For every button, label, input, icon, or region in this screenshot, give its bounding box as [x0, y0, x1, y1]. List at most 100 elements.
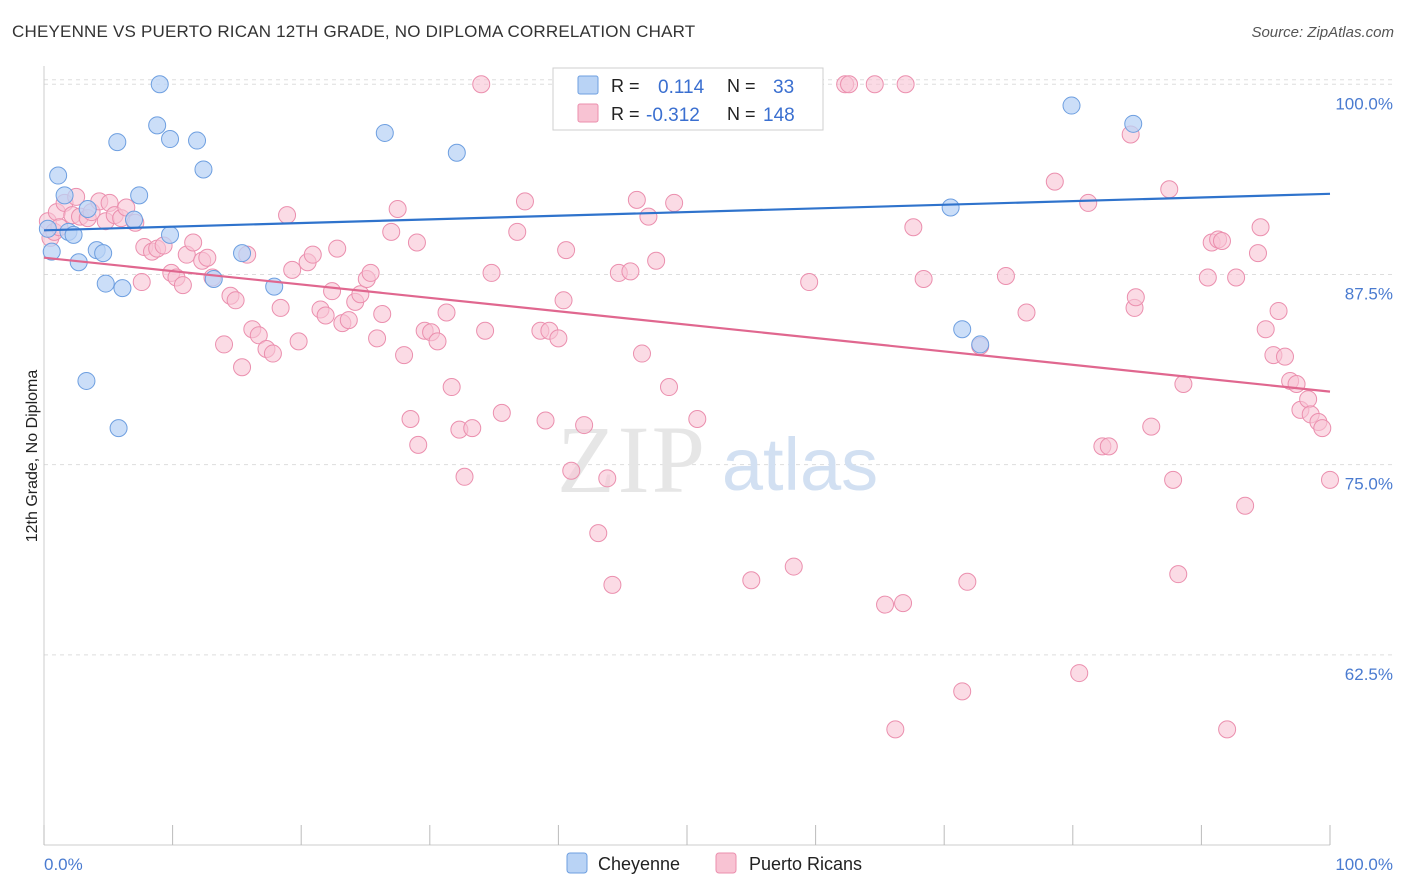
- x-tick-label-max: 100.0%: [1335, 855, 1393, 874]
- cheyenne-point: [108, 133, 127, 152]
- puerto-ricans-point: [198, 248, 217, 267]
- puerto-ricans-point: [627, 190, 646, 209]
- puerto-ricans-point: [395, 346, 414, 365]
- puerto-ricans-point: [515, 192, 534, 211]
- watermark: ZIP atlas: [557, 406, 878, 513]
- puerto-ricans-point: [283, 260, 302, 279]
- legend-n-value-1: 33: [773, 77, 794, 98]
- puerto-ricans-point: [368, 329, 387, 348]
- cheyenne-point: [109, 419, 128, 438]
- cheyenne-point: [125, 210, 144, 229]
- puerto-ricans-point: [508, 222, 527, 241]
- legend-r-label-1: R =: [611, 76, 640, 96]
- puerto-ricans-point: [647, 251, 666, 270]
- puerto-ricans-point: [132, 273, 151, 292]
- y-tick-label: 100.0%: [1335, 94, 1393, 113]
- puerto-ricans-point: [373, 305, 392, 324]
- puerto-ricans-point: [1017, 303, 1036, 322]
- puerto-ricans-point: [1212, 231, 1231, 250]
- legend-n-label-2: N =: [727, 104, 756, 124]
- puerto-ricans-point: [1045, 172, 1064, 191]
- cheyenne-point: [94, 244, 113, 263]
- puerto-ricans-point: [278, 206, 297, 225]
- cheyenne-point: [375, 123, 394, 142]
- cheyenne-trend-line: [43, 192, 1331, 232]
- puerto-ricans-point: [659, 378, 678, 397]
- puerto-ricans-point: [472, 75, 491, 94]
- puerto-ricans-point: [1126, 288, 1145, 307]
- puerto-ricans-point: [665, 193, 684, 212]
- puerto-ricans-point: [688, 409, 707, 428]
- puerto-ricans-trend-line: [43, 256, 1331, 393]
- puerto-ricans-point: [865, 75, 884, 94]
- bottom-legend-swatch-cheyenne: [566, 852, 588, 874]
- puerto-ricans-point: [401, 409, 420, 428]
- puerto-ricans-point: [1275, 347, 1294, 366]
- y-tick-label: 62.5%: [1345, 665, 1393, 684]
- puerto-ricans-point: [173, 276, 192, 295]
- puerto-ricans-point: [914, 270, 933, 289]
- puerto-ricans-point: [476, 321, 495, 340]
- puerto-ricans-point: [1269, 301, 1288, 320]
- puerto-ricans-point: [876, 595, 895, 614]
- cheyenne-point: [113, 279, 132, 298]
- puerto-ricans-point: [953, 682, 972, 701]
- puerto-ricans-point: [1070, 664, 1089, 683]
- puerto-ricans-point: [289, 332, 308, 351]
- bottom-legend: Cheyenne Puerto Ricans: [566, 852, 862, 874]
- trend-layer: [43, 192, 1331, 393]
- puerto-ricans-point: [1251, 218, 1270, 237]
- puerto-ricans-point: [1287, 374, 1306, 393]
- puerto-ricans-point: [184, 233, 203, 252]
- cheyenne-points: [38, 75, 1143, 438]
- puerto-ricans-point: [1160, 180, 1179, 199]
- puerto-ricans-point: [323, 282, 342, 301]
- legend: R = 0.114 N = 33 R = -0.312 N = 148: [552, 67, 824, 131]
- bottom-legend-label-puerto-ricans: Puerto Ricans: [749, 854, 862, 874]
- axes-layer: [43, 66, 1331, 846]
- puerto-ricans-point: [249, 326, 268, 345]
- cheyenne-point: [1062, 96, 1081, 115]
- cheyenne-point: [194, 160, 213, 179]
- cheyenne-point: [161, 130, 180, 149]
- legend-swatch-cheyenne: [577, 75, 599, 95]
- puerto-ricans-point: [1099, 437, 1118, 456]
- cheyenne-point: [49, 166, 68, 185]
- puerto-ricans-point: [1218, 720, 1237, 739]
- cheyenne-point: [447, 143, 466, 162]
- legend-r-value-1: 0.114: [658, 77, 705, 98]
- cheyenne-point: [38, 219, 57, 238]
- cheyenne-point: [148, 116, 167, 135]
- puerto-ricans-point: [562, 461, 581, 480]
- puerto-ricans-point: [215, 335, 234, 354]
- legend-n-label-1: N =: [727, 76, 756, 96]
- puerto-ricans-point: [339, 311, 358, 330]
- puerto-ricans-point: [639, 207, 658, 226]
- cheyenne-point: [1124, 114, 1143, 133]
- puerto-ricans-point: [536, 411, 555, 430]
- puerto-ricans-point: [1164, 470, 1183, 489]
- puerto-ricans-point: [603, 575, 622, 594]
- puerto-ricans-point: [1142, 417, 1161, 436]
- cheyenne-point: [77, 371, 96, 390]
- puerto-ricans-point: [361, 263, 380, 282]
- cheyenne-point: [233, 244, 252, 263]
- puerto-ricans-point: [896, 75, 915, 94]
- puerto-ricans-point: [226, 291, 245, 310]
- puerto-ricans-point: [437, 303, 456, 322]
- puerto-ricans-point: [598, 469, 617, 488]
- puerto-ricans-point: [1198, 268, 1217, 287]
- legend-n-value-2: 148: [763, 105, 795, 126]
- puerto-ricans-point: [958, 572, 977, 591]
- puerto-ricans-point: [549, 329, 568, 348]
- puerto-ricans-point: [463, 419, 482, 438]
- puerto-ricans-point: [428, 332, 447, 351]
- puerto-ricans-point: [557, 241, 576, 260]
- puerto-ricans-point: [1248, 244, 1267, 263]
- cheyenne-point: [96, 274, 115, 293]
- bottom-legend-swatch-puerto-ricans: [715, 852, 737, 874]
- puerto-ricans-point: [904, 218, 923, 237]
- labels-layer: 62.5% 75.0% 87.5% 100.0% 0.0% 100.0% 12th Grad…: [24, 94, 1393, 874]
- puerto-ricans-point: [1313, 419, 1332, 438]
- y-tick-label: 87.5%: [1345, 284, 1393, 303]
